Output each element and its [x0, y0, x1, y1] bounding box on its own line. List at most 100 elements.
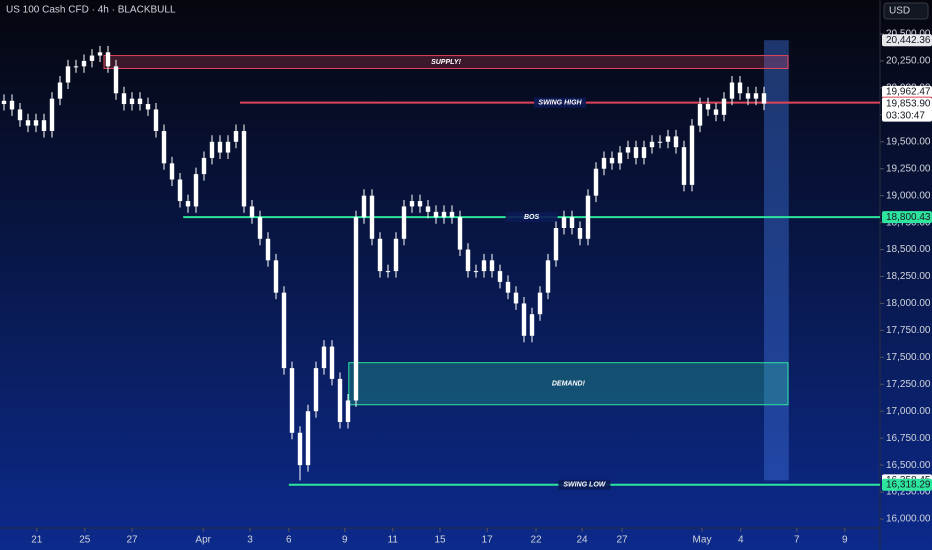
x-tick-label: 7	[794, 535, 800, 546]
zone-label: DEMAND!	[552, 381, 586, 388]
x-tick-label: 9	[842, 535, 848, 546]
candle-body	[513, 292, 519, 304]
candle-body	[105, 52, 111, 67]
candle-body	[73, 66, 79, 68]
candle-body	[537, 292, 543, 315]
candle-body	[617, 152, 623, 164]
candle-body	[705, 104, 711, 110]
candle-body	[753, 93, 759, 99]
candle-body	[177, 179, 183, 202]
x-tick-label: Apr	[195, 535, 211, 546]
candle-body	[401, 206, 407, 239]
candle-body	[449, 211, 455, 218]
zone	[103, 55, 789, 69]
y-tick-label: 18,250.00	[886, 271, 931, 282]
y-tick-label: 19,250.00	[886, 163, 931, 174]
candle-body	[33, 120, 39, 126]
candle-body	[193, 174, 199, 207]
candle-body	[289, 368, 295, 433]
candle-body	[425, 206, 431, 212]
candle-body	[113, 66, 119, 94]
level-label: SWING LOW	[563, 482, 606, 489]
candle-body	[217, 141, 223, 153]
x-tick-label: 27	[616, 535, 628, 546]
candle-body	[521, 303, 527, 336]
candle-body	[41, 120, 47, 131]
candle-body	[761, 93, 767, 104]
level-label: SWING HIGH	[538, 99, 582, 106]
candle-body	[265, 238, 271, 261]
candle-body	[609, 157, 615, 164]
candle-body	[409, 201, 415, 207]
candle-body	[145, 104, 151, 110]
x-tick-label: 11	[388, 535, 399, 546]
chart-title: US 100 Cash CFD · 4h · BLACKBULL	[6, 5, 176, 16]
level-label-bg	[558, 479, 611, 490]
candle-body	[489, 260, 495, 272]
candle-body	[737, 82, 743, 94]
candle-body	[649, 141, 655, 148]
candle-body	[161, 131, 167, 164]
level-label-bg	[534, 97, 586, 108]
candle-body	[337, 378, 343, 422]
currency[interactable]: USD	[889, 6, 910, 17]
candle-body	[689, 125, 695, 185]
y-tick-label: 16,250.00	[886, 487, 931, 498]
x-tick-label: 24	[576, 535, 588, 546]
y-tick-label: 16,500.00	[886, 460, 931, 471]
x-tick-label: 21	[31, 535, 43, 546]
candle-body	[121, 93, 127, 105]
y-tick-label: 20,250.00	[886, 56, 931, 67]
x-tick-label: 17	[482, 535, 494, 546]
candle-body	[329, 346, 335, 379]
candle-body	[633, 147, 639, 158]
candle-body	[481, 260, 487, 272]
candle-body	[625, 147, 631, 153]
candle-body	[697, 104, 703, 126]
candle-body	[89, 55, 95, 61]
candle-body	[713, 109, 719, 115]
candle-body	[369, 195, 375, 239]
candle-body	[81, 60, 87, 67]
x-tick-label: 9	[342, 535, 348, 546]
x-tick-label: 4	[738, 535, 744, 546]
price-badge	[882, 85, 932, 98]
price-badge-label: 20,442.36	[886, 35, 931, 46]
candle-body	[273, 260, 279, 293]
candle-body	[665, 136, 671, 142]
candle-body	[601, 157, 607, 169]
candle-body	[209, 141, 215, 158]
candle-body	[249, 206, 255, 218]
candle-body	[49, 98, 55, 131]
y-tick-label: 17,000.00	[886, 406, 931, 417]
candle-body	[153, 109, 159, 131]
candle-body	[497, 271, 503, 282]
candle-body	[57, 82, 63, 99]
price-badge-label: 19,962.47	[886, 87, 931, 98]
candle-body	[257, 217, 263, 239]
y-tick-label: 17,250.00	[886, 379, 931, 390]
y-tick-label: 18,500.00	[886, 244, 931, 255]
candle-body	[681, 147, 687, 185]
candle-body	[17, 109, 23, 121]
candle-body	[505, 281, 511, 293]
zone	[348, 362, 789, 406]
price-badge	[882, 211, 932, 224]
candle-body	[377, 238, 383, 272]
candle-body	[225, 141, 231, 153]
price-badge	[882, 97, 932, 122]
x-tick-label: 3	[247, 535, 253, 546]
candle-body	[241, 131, 247, 207]
y-tick-label: 19,000.00	[886, 190, 931, 201]
currency-button[interactable]	[883, 2, 929, 20]
candle-body	[201, 157, 207, 175]
candle-body	[545, 260, 551, 293]
price-badge	[882, 34, 932, 47]
candle-body	[673, 136, 679, 148]
candle-body	[577, 228, 583, 239]
candle-body	[385, 271, 391, 273]
candle-body	[313, 368, 319, 412]
x-tick-label: 27	[126, 535, 138, 546]
